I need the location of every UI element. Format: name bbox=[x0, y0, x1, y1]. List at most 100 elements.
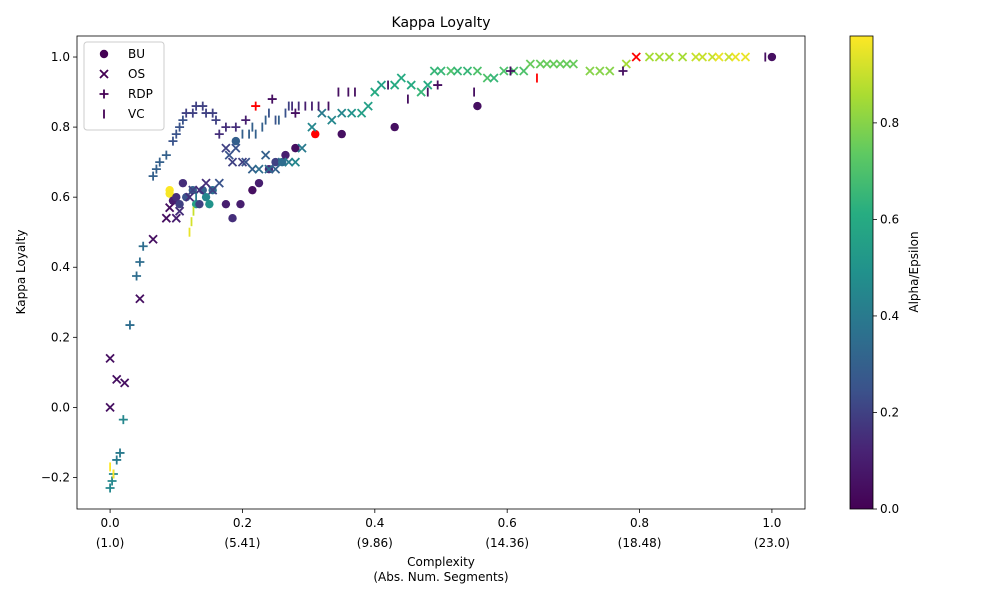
data-point-rdp bbox=[168, 136, 178, 146]
data-point-rdp bbox=[231, 122, 241, 132]
data-point-os bbox=[396, 73, 406, 83]
series-rdp bbox=[105, 66, 628, 493]
data-point-os bbox=[184, 192, 195, 202]
data-point-os bbox=[260, 150, 271, 160]
x-tick-label: 0.0 bbox=[101, 516, 120, 530]
data-point-os bbox=[376, 80, 387, 90]
data-point-os bbox=[227, 157, 238, 167]
x-tick-sublabel: (23.0) bbox=[754, 536, 790, 550]
data-point-bu bbox=[271, 157, 280, 167]
data-point-rdp bbox=[188, 108, 198, 118]
data-point-rdp bbox=[211, 115, 221, 125]
data-point-bu bbox=[201, 192, 211, 202]
data-point-bu bbox=[165, 189, 174, 198]
data-point-bu bbox=[390, 122, 399, 132]
x-tick-label: 0.2 bbox=[233, 516, 252, 530]
data-point-rdp bbox=[505, 66, 515, 76]
data-point-os bbox=[724, 52, 734, 62]
data-point-bu bbox=[221, 199, 231, 209]
data-point-os bbox=[595, 66, 605, 76]
data-point-os bbox=[241, 157, 251, 167]
data-point-os bbox=[208, 185, 218, 195]
data-point-rdp bbox=[171, 129, 181, 139]
data-point-bu bbox=[337, 129, 346, 139]
data-point-bu bbox=[291, 143, 300, 153]
data-point-os bbox=[264, 164, 274, 174]
data-point-rdp bbox=[178, 115, 188, 125]
x-tick-sublabel: (1.0) bbox=[96, 536, 124, 550]
data-point-os bbox=[327, 115, 337, 125]
data-point-rdp bbox=[214, 129, 224, 139]
data-point-rdp bbox=[433, 80, 443, 90]
data-point-bu bbox=[254, 178, 264, 188]
colorbar-gradient bbox=[849, 35, 874, 510]
y-tick-label: −0.2 bbox=[41, 470, 70, 484]
data-point-os bbox=[112, 374, 122, 384]
data-point-os bbox=[214, 178, 224, 188]
data-point-os bbox=[423, 80, 433, 90]
data-point-os bbox=[740, 52, 751, 62]
y-tick-label: 0.4 bbox=[51, 260, 70, 274]
data-point-os bbox=[654, 52, 665, 62]
data-point-rdp bbox=[175, 122, 185, 132]
data-point-os bbox=[247, 164, 258, 174]
data-point-os bbox=[452, 66, 463, 76]
y-axis-label: Kappa Loyalty bbox=[14, 230, 28, 315]
data-point-os bbox=[691, 52, 701, 62]
data-point-bu bbox=[228, 213, 237, 223]
y-tick-label: 0.6 bbox=[51, 190, 70, 204]
data-point-os bbox=[165, 203, 175, 213]
data-point-bu bbox=[311, 129, 320, 139]
data-point-os bbox=[171, 213, 181, 223]
data-point-os bbox=[542, 59, 552, 69]
data-point-bu bbox=[767, 52, 777, 62]
data-point-os bbox=[697, 52, 708, 62]
data-point-bu bbox=[172, 192, 181, 202]
data-point-os bbox=[482, 73, 492, 83]
data-point-os bbox=[277, 157, 287, 167]
data-point-os bbox=[585, 66, 595, 76]
x-tick-sublabel: (14.36) bbox=[485, 536, 529, 550]
data-point-bu bbox=[231, 136, 241, 146]
data-point-os bbox=[307, 122, 317, 132]
data-point-bu bbox=[178, 178, 188, 188]
data-point-os bbox=[254, 164, 264, 174]
data-point-rdp bbox=[251, 101, 261, 111]
data-point-bu bbox=[248, 185, 257, 195]
y-axis: −0.2 0.0 0.2 0.4 0.6 0.8 1.0 bbox=[41, 50, 77, 484]
plot-frame bbox=[76, 35, 806, 510]
data-point-os bbox=[406, 80, 416, 90]
data-point-os bbox=[605, 66, 615, 76]
series-os bbox=[105, 52, 751, 413]
legend-label-rdp: RDP bbox=[128, 87, 153, 101]
data-point-bu bbox=[195, 199, 204, 209]
colorbar-tick-label: 0.2 bbox=[880, 405, 899, 419]
x-axis-label-units: (Abs. Num. Segments) bbox=[373, 570, 508, 584]
data-point-os bbox=[462, 66, 473, 76]
data-point-os bbox=[370, 87, 380, 97]
x-tick-label: 0.8 bbox=[630, 516, 649, 530]
data-point-os bbox=[337, 108, 347, 118]
data-point-rdp bbox=[161, 150, 171, 160]
data-point-os bbox=[519, 66, 529, 76]
data-point-os bbox=[499, 66, 509, 76]
data-point-os bbox=[548, 59, 559, 69]
data-point-os bbox=[568, 59, 579, 69]
data-point-os bbox=[416, 87, 426, 97]
data-point-rdp bbox=[151, 164, 161, 174]
data-point-os bbox=[472, 66, 483, 76]
x-tick-sublabel: (9.86) bbox=[357, 536, 393, 550]
data-point-os bbox=[707, 52, 717, 62]
colorbar: 0.0 0.2 0.4 0.6 0.8 bbox=[849, 35, 899, 516]
data-point-bu bbox=[281, 150, 290, 160]
data-point-rdp bbox=[148, 171, 158, 181]
legend-marker-os bbox=[99, 69, 109, 79]
x-axis: 0.0 (1.0) 0.2 (5.41) 0.4 (9.86) 0.6 (14.36) 0.8 (… bbox=[96, 509, 790, 550]
data-point-bu bbox=[175, 199, 184, 209]
data-point-os bbox=[120, 378, 130, 388]
data-point-os bbox=[221, 143, 231, 153]
x-tick-label: 1.0 bbox=[762, 516, 781, 530]
data-point-os bbox=[525, 59, 535, 69]
data-point-os bbox=[436, 66, 446, 76]
data-point-bu bbox=[205, 199, 214, 209]
